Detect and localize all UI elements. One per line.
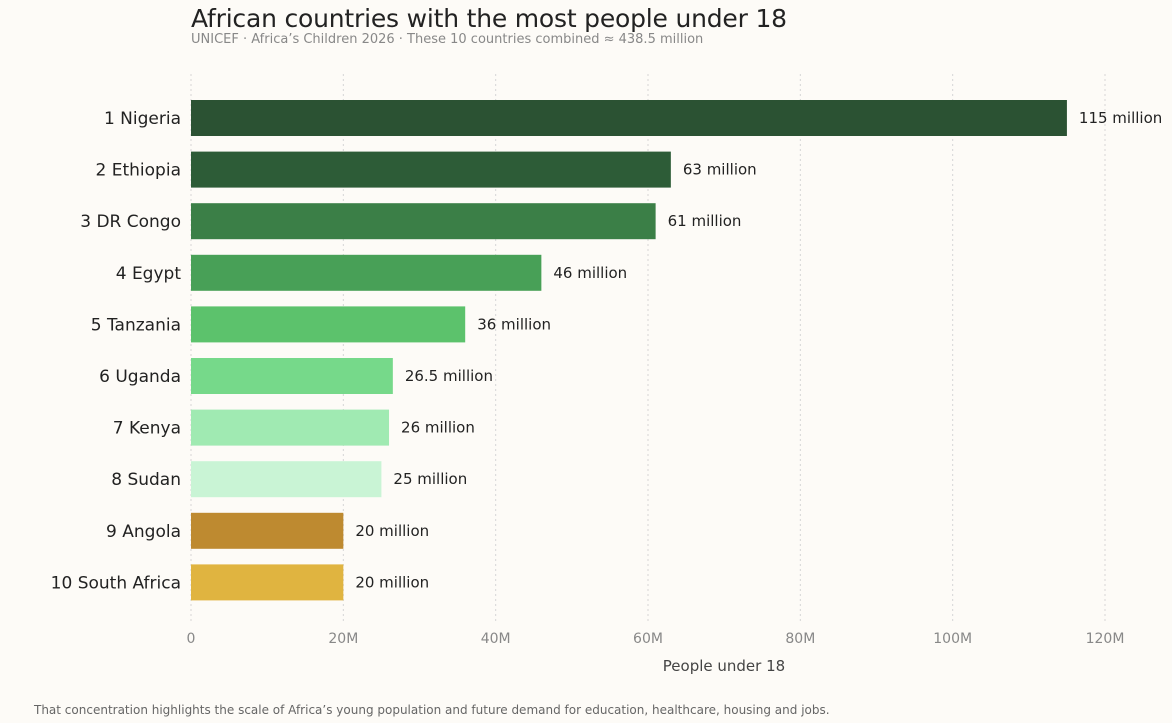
value-label: 26.5 million xyxy=(405,367,493,385)
category-label: 9 Angola xyxy=(106,522,181,542)
category-label: 2 Ethiopia xyxy=(96,161,181,181)
chart-subtitle: UNICEF · Africa’s Children 2026 · These … xyxy=(191,32,704,47)
footnote: That concentration highlights the scale … xyxy=(34,703,830,717)
x-axis-ticks: 0 20M 40M 60M 80M 100M 120M xyxy=(187,631,1125,647)
category-label: 7 Kenya xyxy=(113,419,181,439)
value-label: 36 million xyxy=(477,315,551,333)
rank-number: 2 xyxy=(96,161,112,181)
country-name: Egypt xyxy=(132,264,181,284)
category-label: 6 Uganda xyxy=(99,367,181,387)
category-label: 8 Sudan xyxy=(111,470,181,490)
category-label: 4 Egypt xyxy=(116,264,182,284)
value-label: 26 million xyxy=(401,419,475,437)
rank-number: 8 xyxy=(111,470,127,490)
rank-number: 6 xyxy=(99,367,115,387)
bar-ethiopia xyxy=(191,151,671,188)
value-label: 20 million xyxy=(355,522,429,540)
x-tick-label: 0 xyxy=(187,631,196,647)
bar-dr-congo xyxy=(191,203,656,240)
country-name: Ethiopia xyxy=(112,161,181,181)
x-tick-label: 40M xyxy=(481,631,511,647)
value-label: 46 million xyxy=(553,264,627,282)
category-label: 10 South Africa xyxy=(51,573,181,593)
bar-kenya xyxy=(191,409,390,446)
rank-number: 10 xyxy=(51,573,78,593)
bar-uganda xyxy=(191,358,393,394)
rank-number: 1 xyxy=(104,109,120,129)
category-label: 1 Nigeria xyxy=(104,109,181,129)
country-name: South Africa xyxy=(78,573,181,593)
bar-nigeria xyxy=(191,100,1067,136)
country-name: Nigeria xyxy=(120,109,181,129)
rank-number: 3 xyxy=(80,212,96,232)
bar-sudan xyxy=(191,461,382,498)
rank-number: 9 xyxy=(106,522,122,542)
value-labels: 115 million 63 million 61 million 46 millio… xyxy=(355,109,1162,591)
value-label: 20 million xyxy=(355,573,429,591)
x-axis-title: People under 18 xyxy=(663,657,785,675)
country-name: Tanzania xyxy=(106,315,181,335)
category-label: 5 Tanzania xyxy=(91,315,181,335)
value-label: 115 million xyxy=(1079,109,1162,127)
rank-number: 4 xyxy=(116,264,132,284)
bar-south-africa xyxy=(191,564,344,601)
chart-title: African countries with the most people u… xyxy=(191,4,787,33)
rank-number: 7 xyxy=(113,419,129,439)
x-tick-label: 60M xyxy=(633,631,663,647)
bar-angola xyxy=(191,512,344,549)
country-name: Angola xyxy=(122,522,181,542)
category-labels: 1 Nigeria 2 Ethiopia 3 DR Congo 4 Egypt 5 Ta… xyxy=(51,109,182,593)
bars xyxy=(191,100,1067,601)
x-tick-label: 120M xyxy=(1086,631,1125,647)
x-tick-label: 80M xyxy=(785,631,815,647)
rank-number: 5 xyxy=(91,315,107,335)
category-label: 3 DR Congo xyxy=(80,212,181,232)
x-tick-label: 100M xyxy=(933,631,972,647)
value-label: 61 million xyxy=(668,212,742,230)
country-name: Sudan xyxy=(127,470,181,490)
x-tick-label: 20M xyxy=(328,631,358,647)
bar-tanzania xyxy=(191,306,466,343)
country-name: Uganda xyxy=(115,367,181,387)
country-name: Kenya xyxy=(129,419,181,439)
value-label: 25 million xyxy=(393,470,467,488)
country-name: DR Congo xyxy=(96,212,181,232)
value-label: 63 million xyxy=(683,161,757,179)
bar-egypt xyxy=(191,254,542,291)
